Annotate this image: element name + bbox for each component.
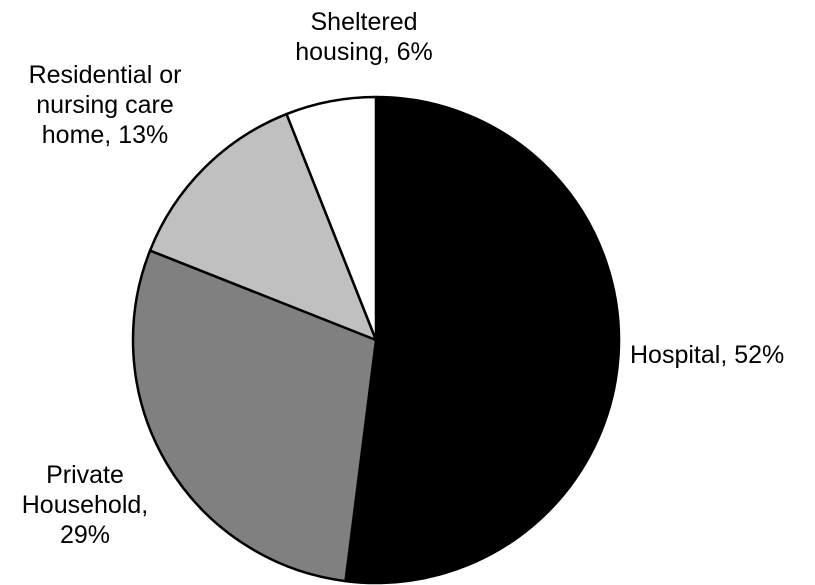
pie-labels: Hospital, 52% Private Household, 29% Residen… [22,8,784,549]
slice-label-line: Hospital, 52% [630,341,784,369]
slice-label-hospital: Hospital, 52% [630,341,784,369]
slice-label-line: Sheltered [310,8,417,36]
slice-label-line: Household, [22,491,148,519]
pie-slices [131,95,621,585]
slice-label-line: home, 13% [42,121,168,149]
slice-label-line: housing, 6% [295,38,433,66]
slice-label-residential-or-nursing-care-home: Residential or nursing care home, 13% [29,61,182,149]
slice-label-line: Residential or [29,61,182,89]
pie-slice-residential-or-nursing-care-home [148,112,378,342]
pie-slice-hospital [344,95,621,585]
slice-label-line: 29% [60,521,110,549]
slice-label-sheltered-housing: Sheltered housing, 6% [295,8,433,66]
pie-slice-private-household [131,249,378,583]
pie-slice-sheltered-housing [285,95,378,342]
slice-label-line: Private [46,461,124,489]
slice-label-line: nursing care [36,91,174,119]
slice-label-private-household: Private Household, 29% [22,461,148,549]
